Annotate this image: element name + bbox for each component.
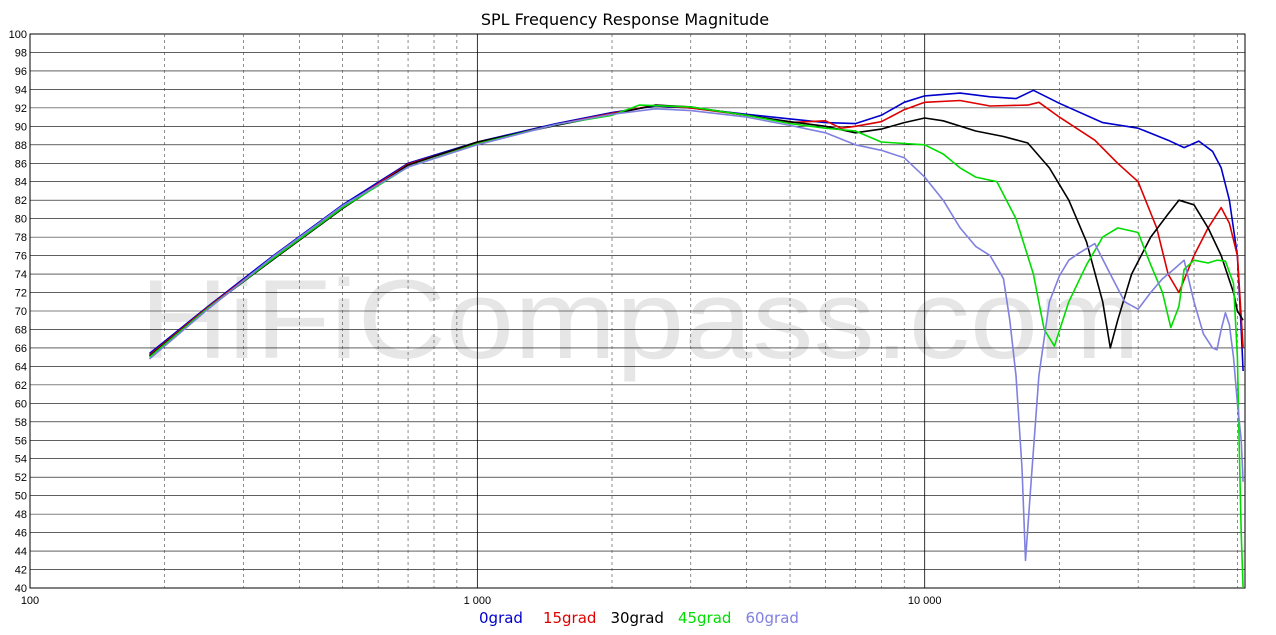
- y-tick-label: 60: [15, 398, 27, 410]
- x-tick-label: 1 000: [464, 595, 492, 607]
- y-tick-label: 96: [15, 66, 27, 78]
- y-tick-label: 46: [15, 528, 27, 540]
- y-tick-label: 90: [15, 121, 27, 133]
- y-tick-label: 82: [15, 195, 27, 207]
- y-tick-label: 62: [15, 380, 27, 392]
- y-tick-label: 94: [15, 84, 27, 96]
- y-tick-label: 100: [9, 29, 27, 41]
- chart-title: SPL Frequency Response Magnitude: [481, 10, 769, 29]
- series-line-60grad: [148, 108, 1244, 562]
- legend-item-30grad: 30grad: [610, 609, 664, 627]
- y-tick-label: 64: [15, 361, 27, 373]
- y-tick-label: 66: [15, 343, 27, 355]
- y-tick-label: 84: [15, 177, 27, 189]
- y-tick-label: 54: [15, 454, 27, 466]
- y-tick-label: 52: [15, 472, 27, 484]
- y-tick-label: 42: [15, 565, 27, 577]
- y-tick-label: 70: [15, 306, 27, 318]
- x-axis-tick-labels: 100 1 000 10 000: [21, 595, 942, 607]
- legend-item-0grad: 0grad: [479, 609, 523, 627]
- legend-item-15grad: 15grad: [543, 609, 597, 627]
- y-tick-label: 50: [15, 491, 27, 503]
- y-tick-label: 58: [15, 417, 27, 429]
- x-tick-label: 100: [21, 595, 39, 607]
- y-tick-label: 88: [15, 140, 27, 152]
- y-tick-label: 48: [15, 509, 27, 521]
- y-tick-label: 74: [15, 269, 27, 281]
- legend: 0grad 15grad 30grad 45grad 60grad: [479, 609, 799, 627]
- y-tick-label: 72: [15, 288, 27, 300]
- y-tick-label: 56: [15, 435, 27, 447]
- y-tick-label: 78: [15, 232, 27, 244]
- legend-item-60grad: 60grad: [745, 609, 799, 627]
- series-line-30grad: [148, 104, 1244, 357]
- y-tick-label: 44: [15, 546, 27, 558]
- legend-item-45grad: 45grad: [678, 609, 732, 627]
- grid: [30, 34, 1245, 588]
- y-tick-label: 40: [15, 583, 27, 595]
- y-tick-label: 76: [15, 251, 27, 263]
- series-line-45grad: [148, 104, 1244, 589]
- y-tick-label: 86: [15, 158, 27, 170]
- y-tick-label: 68: [15, 324, 27, 336]
- series-lines: [148, 89, 1244, 589]
- y-tick-label: 80: [15, 214, 27, 226]
- y-axis-tick-labels: 40 42 44 46 48 50 52 54 56 58 60 62 64 66 68 70 72 74 76 78…: [9, 29, 27, 595]
- y-tick-label: 98: [15, 47, 27, 59]
- watermark-text: HiFiCompass.com: [140, 257, 1140, 382]
- x-tick-label: 10 000: [908, 595, 942, 607]
- y-tick-label: 92: [15, 103, 27, 115]
